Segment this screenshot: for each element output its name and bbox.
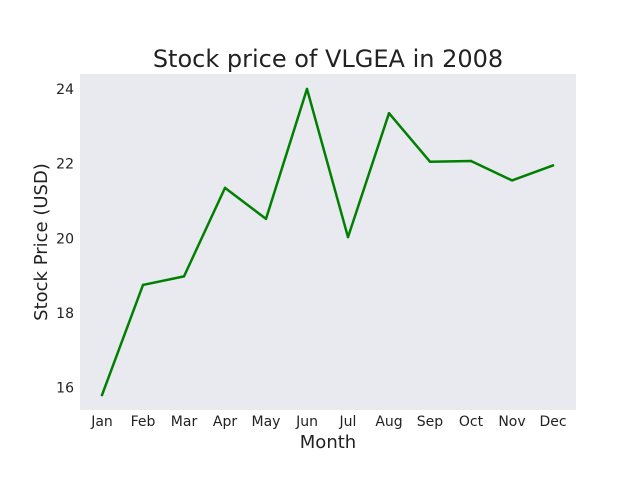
- y-tick-label: 24: [56, 82, 74, 98]
- y-tick-label: 18: [56, 306, 74, 322]
- x-tick-label: Aug: [375, 414, 402, 430]
- x-tick-label: Feb: [131, 414, 156, 430]
- data-point: [305, 87, 309, 91]
- chart-title: Stock price of VLGEA in 2008: [153, 45, 503, 73]
- data-point: [223, 186, 227, 190]
- y-axis-ticks: 16 18 20 22 24: [56, 82, 74, 397]
- data-point: [387, 112, 391, 115]
- y-axis-label: Stock Price (USD): [31, 163, 52, 321]
- x-tick-label: Sep: [417, 414, 444, 430]
- data-point: [510, 179, 514, 182]
- x-tick-label: Jan: [90, 414, 113, 430]
- x-tick-label: Dec: [539, 414, 566, 430]
- data-point: [346, 235, 350, 239]
- x-tick-label: Jun: [295, 414, 318, 430]
- y-tick-label: 16: [56, 381, 74, 397]
- x-tick-label: Nov: [498, 414, 525, 430]
- data-point: [141, 283, 145, 287]
- data-point: [469, 159, 473, 163]
- data-point: [264, 217, 268, 221]
- data-point: [182, 275, 186, 278]
- y-tick-label: 20: [56, 231, 74, 247]
- x-axis-ticks: Jan Feb Mar Apr May Jun Jul Aug Sep Oct Nov Dec: [90, 414, 566, 430]
- x-tick-label: May: [252, 414, 281, 430]
- series-line: [100, 87, 555, 397]
- x-tick-label: Jul: [339, 414, 357, 430]
- x-tick-label: Oct: [459, 414, 484, 430]
- data-points: [100, 87, 555, 397]
- x-tick-label: Apr: [213, 414, 237, 430]
- x-tick-label: Mar: [171, 414, 198, 430]
- data-point: [100, 393, 104, 397]
- y-tick-label: 22: [56, 157, 74, 173]
- plot-area-background: [80, 74, 576, 410]
- data-point: [428, 160, 432, 163]
- x-axis-label: Month: [300, 432, 356, 453]
- data-point: [551, 164, 555, 167]
